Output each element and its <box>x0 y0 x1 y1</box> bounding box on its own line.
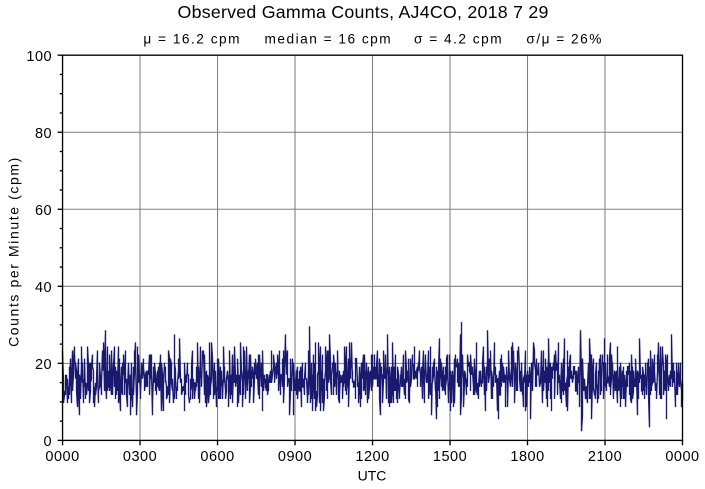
svg-text:100: 100 <box>26 49 52 65</box>
svg-text:0000: 0000 <box>45 449 79 465</box>
svg-text:1800: 1800 <box>510 449 544 465</box>
svg-text:0000: 0000 <box>665 449 699 465</box>
svg-text:20: 20 <box>35 357 52 373</box>
svg-text:0900: 0900 <box>278 449 312 465</box>
svg-text:0: 0 <box>44 434 53 450</box>
svg-text:60: 60 <box>35 203 52 219</box>
svg-text:0600: 0600 <box>200 449 234 465</box>
svg-text:σ/μ = 26%: σ/μ = 26% <box>526 32 603 47</box>
svg-text:σ = 4.2 cpm: σ = 4.2 cpm <box>414 32 503 47</box>
svg-text:40: 40 <box>35 280 52 296</box>
svg-text:2100: 2100 <box>588 449 622 465</box>
svg-text:Observed Gamma Counts, AJ4CO,: Observed Gamma Counts, AJ4CO, 2018 7 29 <box>178 2 549 22</box>
svg-text:median = 16 cpm: median = 16 cpm <box>265 32 393 47</box>
svg-text:Counts per Minute (cpm): Counts per Minute (cpm) <box>6 156 22 347</box>
svg-text:μ = 16.2 cpm: μ = 16.2 cpm <box>143 32 241 47</box>
svg-text:1200: 1200 <box>355 449 389 465</box>
svg-text:80: 80 <box>35 126 52 142</box>
svg-text:0300: 0300 <box>123 449 157 465</box>
svg-text:1500: 1500 <box>433 449 467 465</box>
svg-text:UTC: UTC <box>358 467 387 483</box>
